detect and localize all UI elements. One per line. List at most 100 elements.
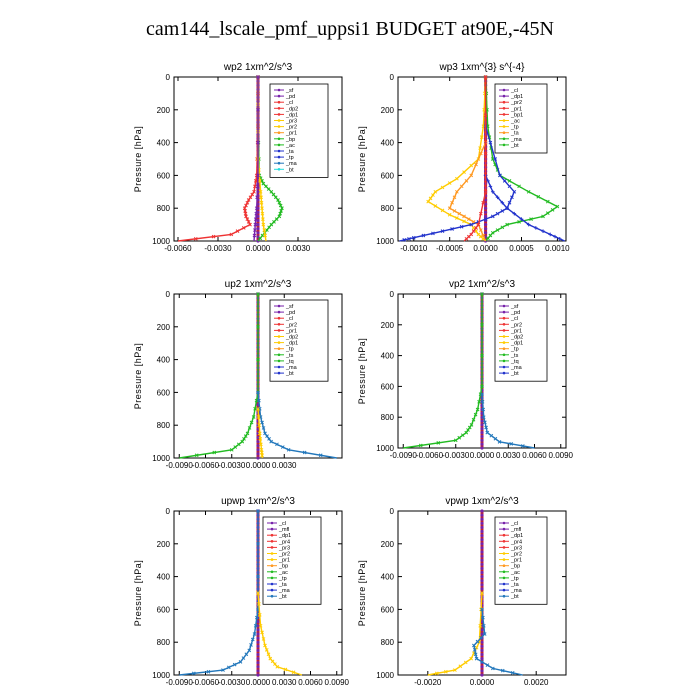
series-marker (526, 222, 531, 227)
y-tick-label: 1000 (152, 237, 170, 246)
series-marker (243, 209, 247, 213)
series-marker (272, 220, 276, 224)
series-near-zero-marker (480, 648, 484, 653)
y-tick-label: 1000 (376, 444, 394, 453)
series-marker (257, 398, 261, 403)
legend-entry: _mfl (510, 527, 521, 533)
series-marker (447, 206, 452, 211)
y-tick-label: 0 (166, 73, 171, 82)
legend-swatch-marker (270, 594, 274, 598)
legend-entry: _pr3 (510, 545, 522, 551)
series-marker (464, 236, 469, 241)
legend-swatch-marker (270, 564, 274, 567)
series-marker (462, 170, 466, 174)
legend-entry: _dp1 (278, 533, 291, 539)
legend-swatch-marker (277, 88, 281, 92)
series-marker (478, 151, 483, 156)
series-line-dp1 (463, 77, 487, 242)
legend-swatch-marker (502, 329, 506, 332)
series-marker (244, 652, 249, 657)
legend-swatch-marker (277, 323, 281, 326)
series-marker (475, 407, 480, 412)
series-near-zero-marker (256, 624, 260, 628)
series-near-zero-marker (480, 509, 484, 513)
series-marker (426, 199, 431, 204)
x-tick-label: 0.0000 (246, 678, 271, 687)
series-marker (453, 668, 457, 672)
series-marker (481, 200, 486, 205)
legend-entry: _dp2 (285, 335, 298, 341)
series-marker (263, 233, 267, 238)
x-tick-label: -0.0090 (390, 451, 418, 460)
series-marker (452, 195, 457, 200)
y-tick-label: 600 (157, 605, 171, 614)
series-marker (259, 447, 264, 452)
series-near-zero-marker (256, 661, 260, 665)
series-marker (260, 453, 264, 458)
series-marker (243, 211, 248, 216)
series-near-zero-marker (480, 554, 484, 558)
legend-swatch-marker (502, 310, 506, 314)
series-marker (541, 229, 545, 233)
series-marker (241, 656, 246, 660)
series-marker (436, 441, 441, 445)
series-marker (262, 228, 267, 232)
series-line-tp (481, 394, 535, 449)
x-tick-label: 0.0030 (272, 461, 297, 470)
series-marker (548, 232, 553, 237)
legend-entry: _pr3 (285, 119, 297, 125)
series-marker (433, 204, 438, 208)
series-marker (488, 140, 493, 145)
x-tick-label: 0.0000 (470, 451, 495, 460)
series-line-pr2 (448, 142, 487, 242)
legend-swatch-marker (502, 365, 506, 369)
series-marker (507, 179, 512, 183)
legend-entry: _cl (278, 521, 286, 527)
series-marker (256, 357, 260, 362)
series-marker (440, 208, 445, 213)
legend-swatch-marker (270, 588, 274, 592)
series-near-zero-marker (483, 214, 488, 218)
series-marker (541, 214, 545, 219)
legend-swatch-marker (277, 125, 281, 128)
series-marker (286, 447, 291, 452)
series-marker (233, 445, 238, 449)
series-marker (242, 437, 246, 441)
series-marker (261, 222, 266, 227)
y-tick-label: 800 (381, 638, 395, 647)
series-marker (250, 637, 255, 642)
y-tick-label: 800 (381, 204, 395, 213)
series-marker (512, 211, 517, 216)
series-near-zero-marker (256, 648, 260, 653)
series-near-zero-marker (480, 558, 484, 562)
series-marker (473, 412, 478, 417)
series-near-zero-marker (480, 575, 484, 579)
y-tick-label: 200 (381, 321, 395, 330)
series-near-zero-marker (256, 632, 260, 636)
series-marker (411, 235, 416, 240)
series-marker (471, 229, 476, 234)
series-near-zero-marker (480, 652, 484, 657)
series-marker (256, 292, 260, 296)
legend-swatch-marker (270, 540, 274, 543)
series-marker (253, 623, 258, 628)
series-marker (431, 231, 435, 236)
series-near-zero-marker (480, 657, 484, 661)
series-marker (462, 219, 466, 224)
series-marker (232, 662, 237, 667)
legend-swatch-marker (277, 137, 281, 141)
legend-entry: _cl (510, 316, 518, 322)
series-marker (268, 656, 273, 661)
legend-entry: _cl (285, 316, 293, 322)
series-marker (545, 199, 550, 204)
series-marker (251, 415, 256, 419)
series-marker (259, 200, 264, 205)
legend-entry: _pr1 (510, 106, 522, 112)
series-marker (493, 157, 498, 161)
series-marker (478, 228, 483, 232)
series-near-zero-marker (256, 448, 260, 452)
panel-title: wp2 1xm^2/s^3 (223, 62, 293, 73)
y-axis-label: Pressure [hPa] (133, 126, 143, 193)
x-tick-label: 0.0000 (246, 244, 271, 253)
legend-box (494, 83, 548, 154)
